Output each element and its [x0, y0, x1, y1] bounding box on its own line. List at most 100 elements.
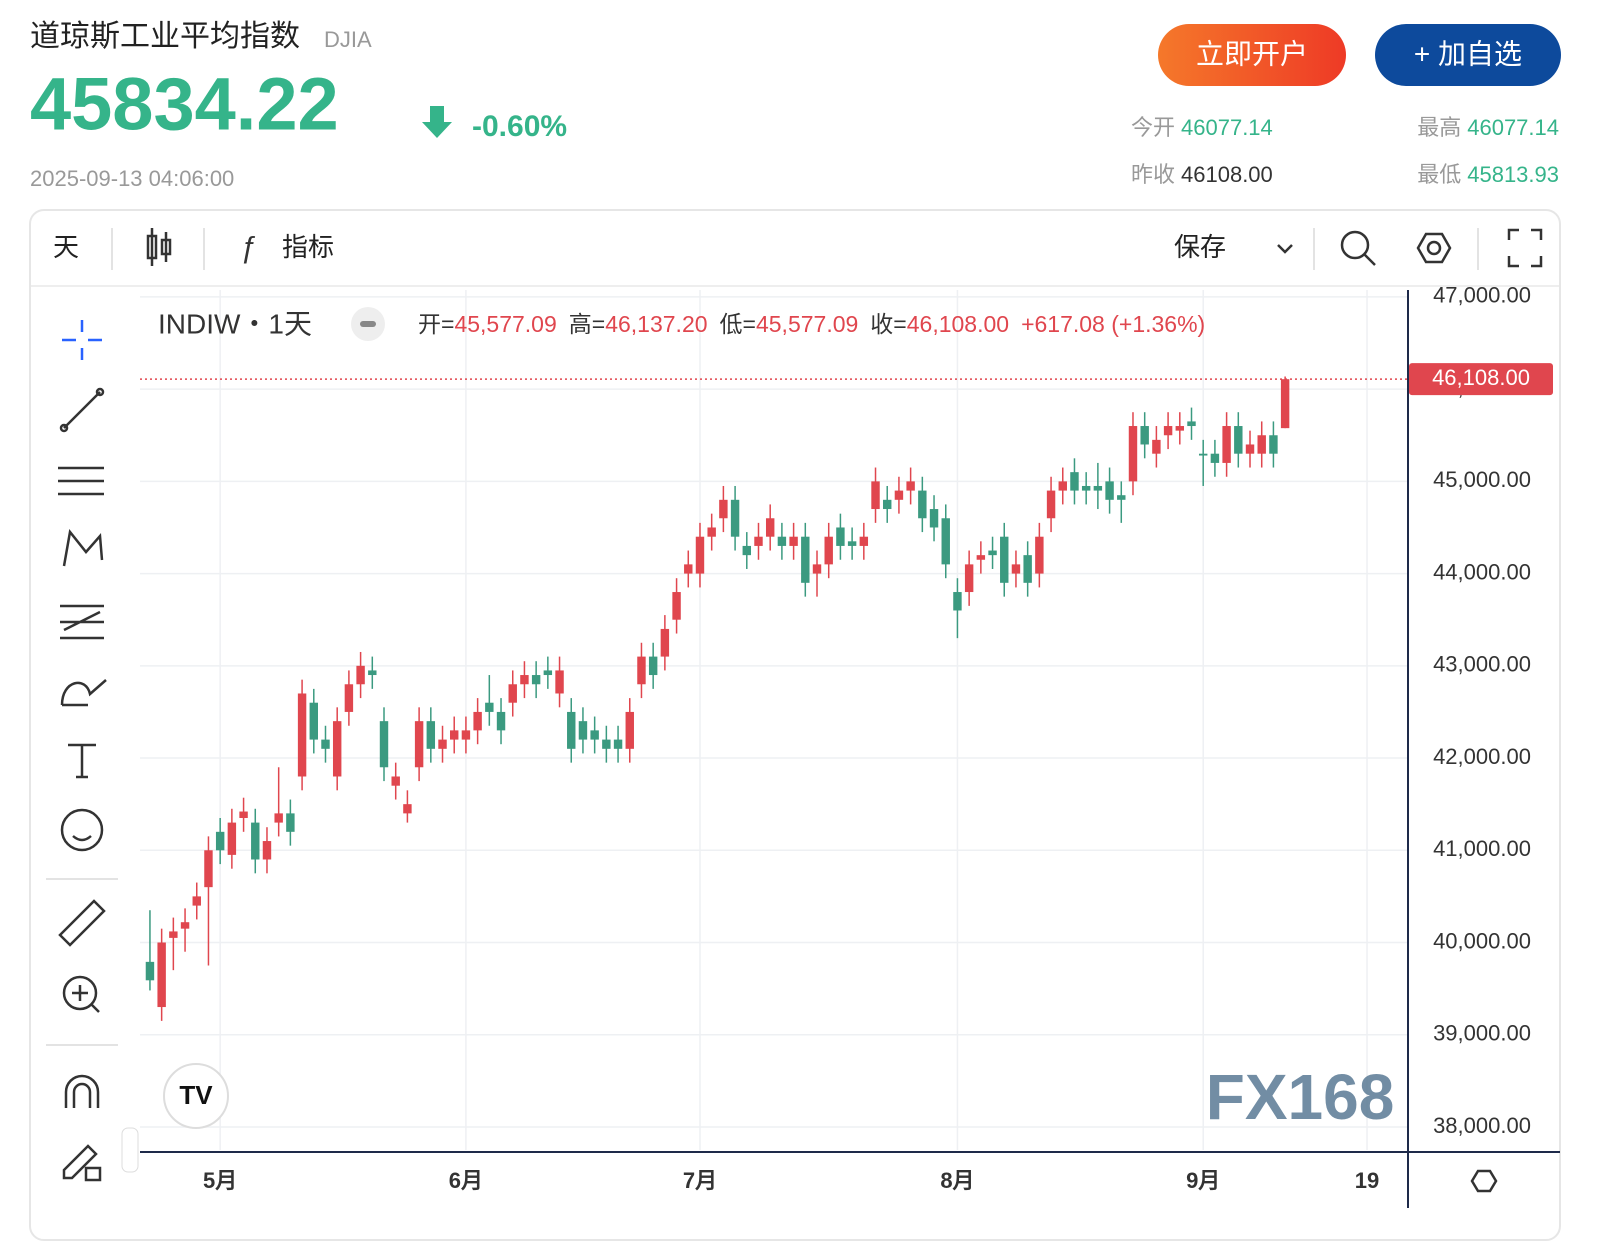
fx-icon[interactable]: ƒ: [240, 231, 257, 264]
candle-body: [765, 518, 775, 537]
candle-body: [777, 536, 787, 546]
tv-logo-text: TV: [179, 1080, 213, 1110]
timestamp: 2025-09-13 04:06:00: [30, 166, 234, 191]
last-price-tag: [1409, 363, 1553, 396]
save[interactable]: 保存: [1174, 232, 1226, 262]
magnet-tool[interactable]: [64, 1074, 100, 1108]
last-price-label: 46,108.00: [1432, 365, 1530, 390]
brush-tool[interactable]: [60, 679, 107, 707]
candle-body: [180, 922, 190, 929]
candle-body: [1234, 426, 1243, 454]
candle-body: [1117, 495, 1126, 500]
indicators[interactable]: 指标: [282, 232, 334, 262]
drawing-tools: [58, 320, 107, 1182]
candle-body: [1128, 426, 1138, 482]
candle-body: [836, 527, 845, 546]
candle-body: [356, 665, 365, 685]
watchlist-button[interactable]: [1375, 24, 1561, 86]
candle-body: [1046, 490, 1056, 519]
candle-body: [1140, 426, 1149, 445]
open-account-label[interactable]: 立即开户: [1196, 38, 1308, 69]
candle-body: [1011, 564, 1021, 574]
text-tool[interactable]: [68, 743, 96, 779]
x-tick-label: 9月: [1186, 1168, 1220, 1193]
candle-body: [871, 481, 880, 510]
plot: 38,000.00 39,000.00 40,000.00 41,000.00 42,0…: [140, 283, 1553, 1193]
candle-body: [450, 730, 459, 740]
candle-body: [1023, 555, 1032, 583]
tv-logo[interactable]: [163, 1063, 229, 1129]
open-account-button[interactable]: [1158, 24, 1346, 86]
candle-body: [145, 961, 155, 981]
dropdown-icon[interactable]: [1277, 244, 1293, 254]
lock-tool[interactable]: [62, 1144, 98, 1180]
candle-body: [707, 527, 716, 537]
projection-tool[interactable]: [60, 604, 104, 640]
ruler-tool[interactable]: [58, 899, 106, 947]
legend-label: 开=: [418, 311, 454, 337]
candle-body: [859, 536, 869, 546]
emoji-tool[interactable]: [60, 808, 104, 852]
zoom-plus: [72, 985, 100, 1013]
watchlist-label[interactable]: + 加自选: [1414, 38, 1522, 69]
line-tool-end: [59, 423, 69, 433]
candle-body: [754, 536, 763, 546]
interval[interactable]: 天: [53, 232, 79, 262]
candle-body: [684, 564, 693, 574]
stat-label: 今开: [1131, 115, 1175, 140]
candle-body: [1105, 481, 1114, 500]
candle-body: [1035, 536, 1044, 574]
stat: 今开 46077.14: [1131, 115, 1273, 140]
candle-body: [461, 730, 471, 740]
stat-value: 46077.14: [1181, 115, 1273, 140]
line-tool[interactable]: [63, 391, 101, 429]
candle-body: [485, 702, 494, 712]
legend-value: 45,577.09: [454, 311, 556, 337]
candle-body: [473, 711, 482, 731]
candle-body: [590, 730, 599, 740]
candle-body: [894, 490, 904, 500]
candle-body: [648, 656, 658, 676]
candle-body: [508, 684, 517, 703]
settings-icon[interactable]: [1416, 232, 1452, 264]
candle-body: [976, 555, 986, 560]
pattern-tool[interactable]: [62, 529, 104, 567]
candle-body: [1280, 379, 1290, 429]
collapse-handle[interactable]: [121, 1127, 139, 1173]
chart-panel: [29, 209, 1561, 1241]
candle-body: [941, 518, 950, 565]
candle-body: [192, 896, 201, 906]
candle-body: [1070, 472, 1079, 491]
candle-type-icon[interactable]: [146, 228, 172, 266]
y-tick-label: 42,000.00: [1433, 744, 1531, 769]
candle-body: [929, 509, 939, 528]
candle-body: [625, 711, 634, 749]
fullscreen-icon[interactable]: [1507, 228, 1543, 268]
candle-body: [368, 670, 377, 676]
axis-settings-icon[interactable]: [1470, 1169, 1498, 1193]
search-icon[interactable]: [1340, 230, 1376, 266]
zoom-tool[interactable]: [62, 975, 98, 1011]
candle-body: [801, 536, 810, 583]
settings-icon-center: [1426, 240, 1442, 256]
crosshair-tool[interactable]: [62, 320, 102, 360]
stat: 昨收 46108.00: [1131, 162, 1273, 187]
candle-body: [672, 592, 681, 620]
y-tick-label: 43,000.00: [1433, 652, 1531, 677]
candle-body: [1175, 426, 1185, 431]
candle-body: [906, 481, 915, 491]
watermark: FX168: [1206, 1061, 1395, 1133]
y-tick-label: 44,000.00: [1433, 559, 1531, 584]
candle-body: [742, 545, 752, 556]
candle-body: [332, 721, 342, 777]
ohlc-legend: 开=45,577.09 高=46,137.20 低=45,577.09 收=46,10…: [418, 311, 1205, 337]
candle-body: [321, 739, 330, 749]
candle-body: [1000, 536, 1009, 583]
candle-body: [719, 499, 728, 519]
title: 道琼斯工业平均指数: [30, 20, 300, 53]
candle-body: [309, 702, 318, 740]
candle-body: [1198, 453, 1208, 456]
fib-tool[interactable]: [58, 466, 104, 496]
y-tick-label: 47,000.00: [1433, 283, 1531, 308]
